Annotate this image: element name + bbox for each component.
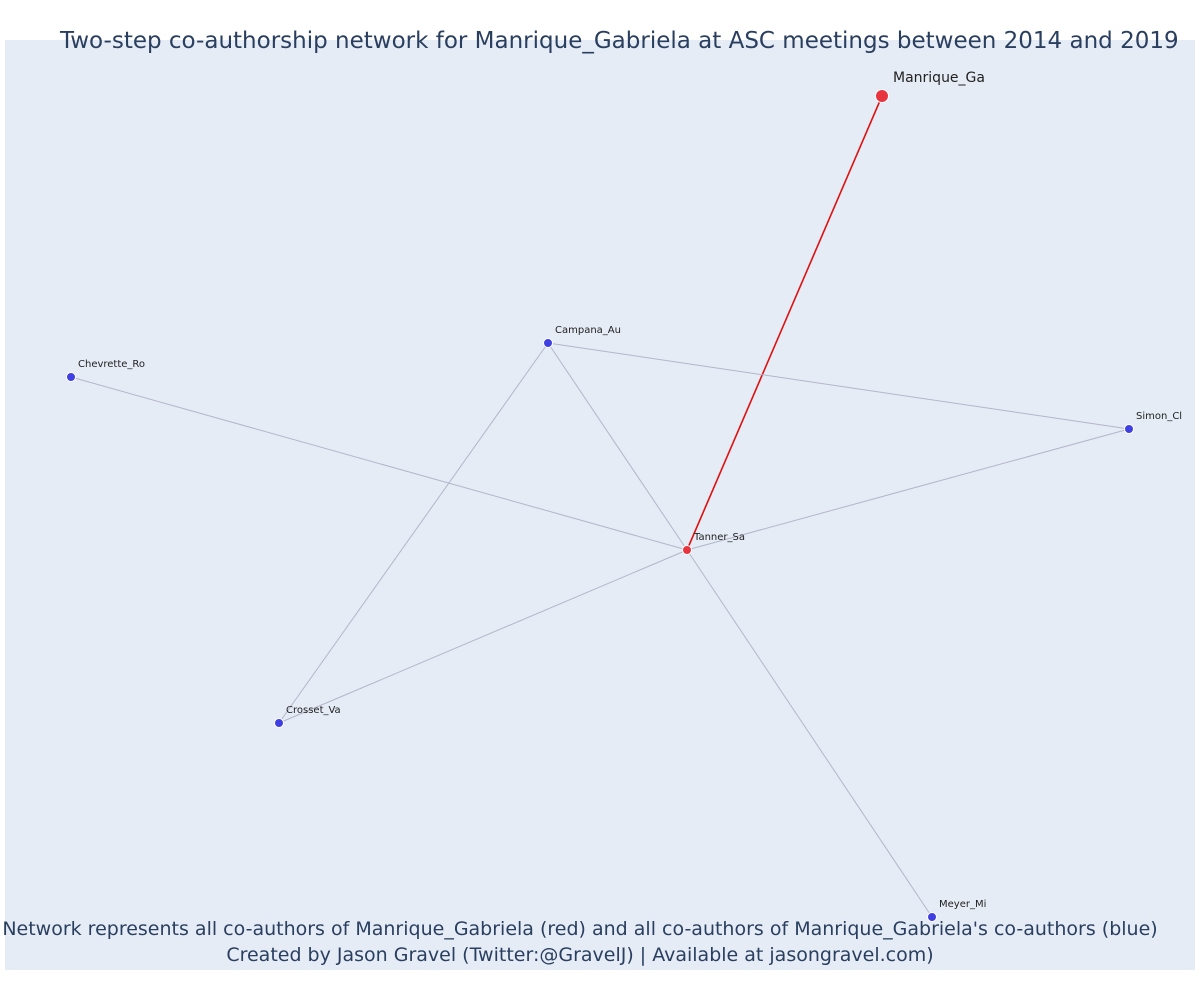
- node-label-Campana_Au: Campana_Au: [555, 325, 621, 336]
- edge-Tanner_Sa-Campana_Au: [547, 342, 688, 551]
- node-Campana_Au[interactable]: [543, 338, 553, 348]
- node-label-Chevrette_Ro: Chevrette_Ro: [78, 359, 145, 370]
- node-Crosset_Va[interactable]: [274, 718, 284, 728]
- nodes-layer: [66, 89, 1134, 922]
- edge-Manrique_Ga-Tanner_Sa: [686, 95, 883, 551]
- chart-title: Two-step co-authorship network for Manri…: [60, 28, 1179, 54]
- node-label-Tanner_Sa: Tanner_Sa: [693, 532, 745, 543]
- node-Tanner_Sa[interactable]: [682, 545, 692, 555]
- edge-Tanner_Sa-Crosset_Va: [278, 549, 688, 724]
- node-label-Crosset_Va: Crosset_Va: [286, 705, 341, 716]
- plot-area: [5, 40, 1195, 970]
- edge-Tanner_Sa-Chevrette_Ro: [70, 376, 688, 551]
- labels-layer: Manrique_Ga Tanner_Sa Campana_Au Chevrette_…: [78, 70, 1182, 910]
- edge-Campana_Au-Simon_Cl: [547, 342, 1130, 430]
- node-Simon_Cl[interactable]: [1124, 424, 1134, 434]
- node-label-Simon_Cl: Simon_Cl: [1136, 411, 1182, 422]
- edge-Tanner_Sa-Meyer_Mi: [686, 549, 933, 918]
- node-Meyer_Mi[interactable]: [927, 912, 937, 922]
- footnote-credit: Created by Jason Gravel (Twitter:@Gravel…: [226, 944, 934, 966]
- edge-Campana_Au-Crosset_Va: [278, 342, 549, 724]
- node-Manrique_Ga[interactable]: [875, 89, 889, 103]
- footnote-description: Network represents all co-authors of Man…: [2, 918, 1158, 940]
- edges-layer: [70, 95, 1130, 918]
- node-label-Meyer_Mi: Meyer_Mi: [939, 899, 986, 910]
- node-label-Manrique_Ga: Manrique_Ga: [893, 70, 985, 86]
- edge-Tanner_Sa-Simon_Cl: [686, 428, 1130, 551]
- node-Chevrette_Ro[interactable]: [66, 372, 76, 382]
